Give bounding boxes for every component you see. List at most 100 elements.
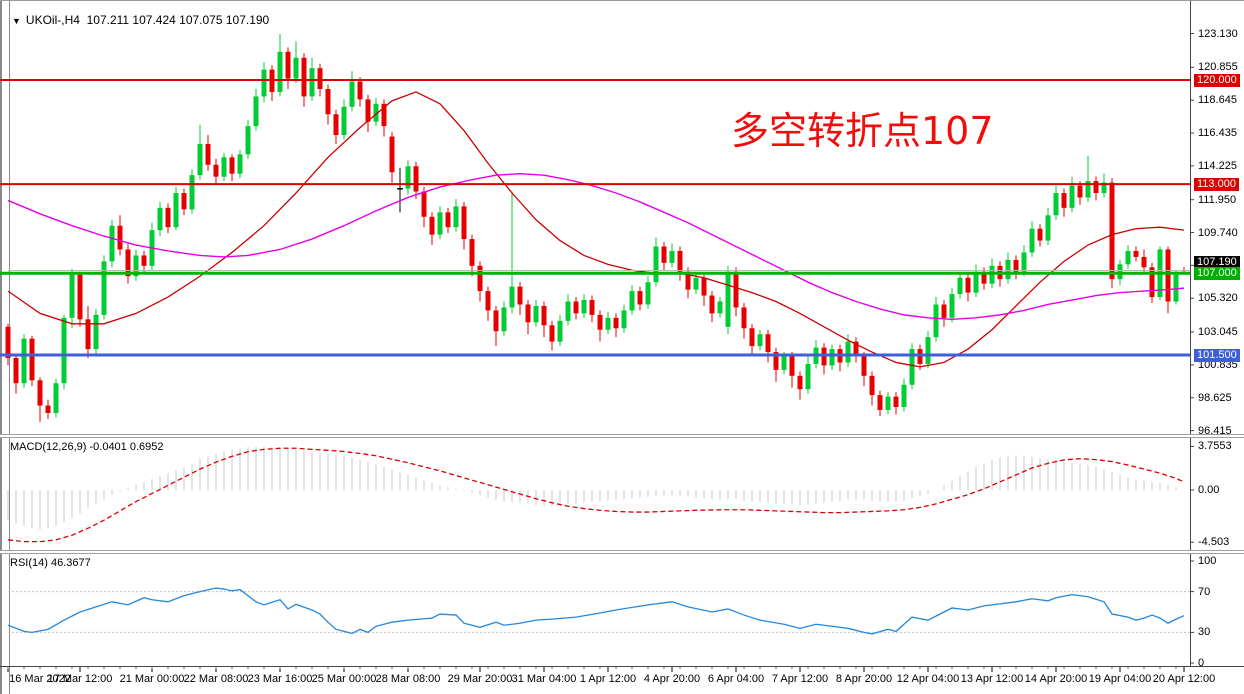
candle-body xyxy=(1069,185,1075,208)
rsi-tick-label: 30 xyxy=(1198,626,1211,639)
candle-body xyxy=(541,305,547,326)
candle-body xyxy=(237,154,243,174)
price-tick-label: 105.320 xyxy=(1198,292,1238,305)
rsi-indicator-label: RSI(14) 46.3677 xyxy=(10,557,91,569)
candle-body xyxy=(1149,267,1155,298)
candle-body xyxy=(333,114,339,136)
price-badge-113.000: 113.000 xyxy=(1194,178,1239,192)
candle-body xyxy=(77,274,83,320)
candle-body xyxy=(1173,274,1179,302)
chevron-down-icon[interactable]: ▼ xyxy=(12,16,21,26)
candle-body xyxy=(373,103,379,122)
candle-body xyxy=(221,157,227,177)
candle-body xyxy=(661,246,667,263)
candle-body xyxy=(797,375,803,390)
candle-body xyxy=(517,286,523,305)
candle-body xyxy=(5,326,11,358)
current-price-badge: 107.190 xyxy=(1194,256,1240,270)
candle-body xyxy=(1109,182,1115,280)
candle-body xyxy=(205,143,211,165)
candle-body xyxy=(573,301,579,314)
candle-body xyxy=(309,68,315,97)
chart-text-annotation: 多空转折点107 xyxy=(731,109,994,153)
candle-body xyxy=(1101,182,1107,194)
candle-body xyxy=(317,68,323,89)
candle-body xyxy=(725,271,731,327)
candle-body xyxy=(61,317,67,384)
time-tick-label: 22 Mar 08:00 xyxy=(183,673,249,685)
candle-body xyxy=(253,96,259,127)
candle-body xyxy=(701,277,707,296)
candle-body xyxy=(765,334,771,353)
candle-body xyxy=(197,143,203,176)
time-tick-label: 29 Mar 20:00 xyxy=(447,673,513,685)
candle-body xyxy=(509,286,515,308)
candle-body xyxy=(1085,181,1091,198)
time-tick-label: 17 Mar 12:00 xyxy=(47,673,113,685)
candle-body xyxy=(277,51,283,92)
candle-body xyxy=(1005,259,1011,280)
macd-tick-label: 3.7553 xyxy=(1198,440,1232,453)
time-tick-label: 13 Apr 12:00 xyxy=(960,673,1024,685)
candle-body xyxy=(13,357,19,384)
candle-body xyxy=(1029,228,1035,253)
symbol-timeframe-label: UKOil-,H4 xyxy=(25,13,80,27)
price-tick-label: 116.435 xyxy=(1198,127,1237,140)
candle-body xyxy=(965,277,971,293)
candle-body xyxy=(493,310,499,332)
candle-body xyxy=(1021,252,1027,272)
panel-splitter[interactable] xyxy=(0,550,1244,554)
candle-body xyxy=(325,88,331,115)
candle-body xyxy=(485,291,491,311)
candle-body xyxy=(789,356,795,376)
time-tick-label: 16 Mar 2022 xyxy=(9,673,71,685)
candle-body xyxy=(21,338,27,384)
candle-body xyxy=(853,341,859,357)
candle-body xyxy=(1077,185,1083,198)
candle-body xyxy=(637,291,643,305)
candle-body xyxy=(405,166,411,189)
candle-body xyxy=(157,207,163,231)
candle-body xyxy=(501,307,507,332)
candle-body xyxy=(1133,250,1139,257)
candle-body xyxy=(357,81,363,100)
candle-body xyxy=(949,294,955,318)
candle-body xyxy=(293,57,299,79)
time-axis-border xyxy=(0,666,1244,667)
candle-body xyxy=(717,301,723,314)
rsi-value: 46.3677 xyxy=(50,557,91,569)
candle-body xyxy=(869,375,875,396)
candle-body xyxy=(93,314,99,350)
candle-body xyxy=(421,191,427,217)
candle-body xyxy=(445,212,451,228)
candle-body xyxy=(341,106,347,136)
panel-splitter[interactable] xyxy=(0,434,1244,438)
time-tick-label: 7 Apr 12:00 xyxy=(771,673,829,685)
ma-slow-line xyxy=(7,172,1185,321)
price-tick-label: 111.950 xyxy=(1198,193,1237,206)
time-tick-label: 12 Apr 04:00 xyxy=(896,673,960,685)
price-badge-101.500: 101.500 xyxy=(1194,349,1240,362)
candle-body xyxy=(1093,181,1099,194)
candle-body xyxy=(141,255,147,266)
candle-body xyxy=(941,304,947,318)
candle-body xyxy=(109,225,115,262)
candle-body xyxy=(29,338,35,381)
candle-body xyxy=(589,300,595,315)
price-tick-label: 120.855 xyxy=(1198,61,1238,74)
candle-body xyxy=(45,405,51,413)
candle-body xyxy=(885,396,891,411)
chart-title-row: ▼ UKOil-,H4 107.211 107.424 107.075 107.1… xyxy=(12,13,269,27)
time-tick-label: 1 Apr 12:00 xyxy=(579,673,637,685)
candle-body xyxy=(669,250,675,263)
time-tick-label: 19 Apr 04:00 xyxy=(1088,673,1152,685)
candle-body xyxy=(973,271,979,293)
candle-body xyxy=(389,136,395,173)
price-tick-label: 98.625 xyxy=(1198,391,1232,404)
rsi-line xyxy=(7,587,1185,635)
candle-body xyxy=(1165,249,1171,302)
candle-body xyxy=(845,341,851,363)
macd-values: -0.0401 0.6952 xyxy=(89,441,164,453)
time-tick-label: 8 Apr 20:00 xyxy=(835,673,893,685)
